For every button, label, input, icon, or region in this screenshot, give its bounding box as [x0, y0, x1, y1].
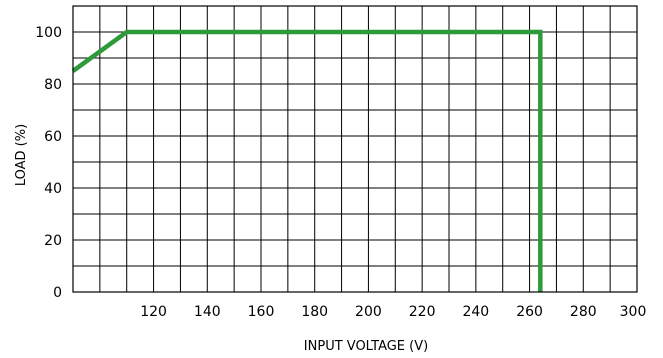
y-tick-label: 100	[35, 25, 62, 41]
y-tick-label: 0	[53, 285, 62, 301]
y-tick-label: 20	[44, 233, 62, 249]
x-tick-label: 180	[301, 304, 328, 320]
series-layer	[71, 29, 543, 292]
plot-frame	[72, 5, 638, 293]
x-tick-label: 220	[409, 304, 436, 320]
x-tick-label: 240	[462, 304, 489, 320]
x-tick-labels: 120 140 160 180 200 220 240 260 280 300	[140, 304, 646, 320]
plot-border	[72, 5, 638, 293]
y-tick-label: 60	[44, 129, 62, 145]
series-line-0	[71, 29, 543, 292]
y-tick-label: 40	[44, 181, 62, 197]
x-tick-label: 300	[620, 304, 647, 320]
x-tick-label: 120	[140, 304, 167, 320]
x-tick-label: 260	[516, 304, 543, 320]
x-tick-label: 140	[194, 304, 221, 320]
y-tick-label: 80	[44, 77, 62, 93]
x-axis-label: INPUT VOLTAGE (V)	[304, 339, 428, 354]
x-tick-label: 280	[570, 304, 597, 320]
x-tick-label: 200	[355, 304, 382, 320]
x-tick-label: 160	[248, 304, 275, 320]
grid	[73, 6, 637, 292]
y-axis-label: LOAD (%)	[14, 124, 29, 186]
y-tick-labels: 0 20 40 60 80 100	[35, 25, 62, 301]
